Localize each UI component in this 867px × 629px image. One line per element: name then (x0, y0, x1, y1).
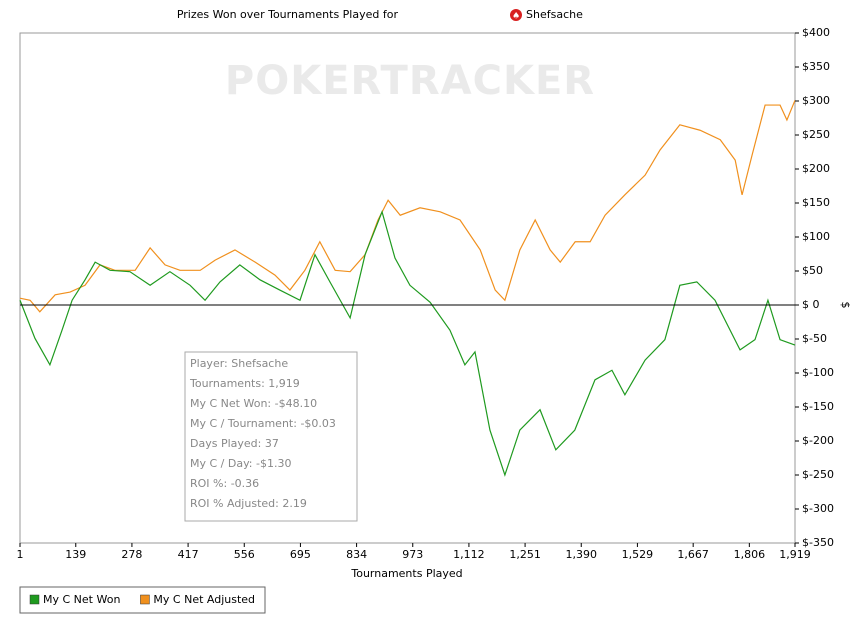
y-tick-label: $-100 (802, 366, 834, 379)
x-axis-label: Tournaments Played (350, 567, 462, 580)
spade: ♠ (512, 12, 520, 22)
y-tick-label: $400 (802, 26, 830, 39)
info-line: ROI %: -0.36 (190, 477, 259, 490)
x-tick-label: 139 (65, 548, 86, 561)
info-box (184, 351, 358, 522)
info-line: Days Played: 37 (190, 437, 279, 450)
info-line: My C / Day: -$1.30 (190, 457, 291, 470)
y-tick-label: $-250 (802, 468, 834, 481)
watermark: POKERTRACKER (225, 58, 595, 104)
x-tick-label: 695 (290, 548, 311, 561)
x-tick-label: 1 (17, 548, 24, 561)
info-line: Player: Shefsache (190, 357, 288, 370)
y-tick-label: $-50 (802, 332, 827, 345)
x-tick-label: 1,919 (779, 548, 811, 561)
y-tick-label: $250 (802, 128, 830, 141)
x-tick-label: 1,529 (622, 548, 654, 561)
chart-player: Shefsache (526, 8, 583, 21)
x-tick-label: 1,806 (734, 548, 766, 561)
x-tick-label: 1,112 (453, 548, 485, 561)
x-tick-label: 278 (121, 548, 142, 561)
y-tick-label: $-150 (802, 400, 834, 413)
x-tick-label: 1,667 (677, 548, 709, 561)
info-line: My C Net Won: -$48.10 (190, 397, 317, 410)
y-tick-label: $-350 (802, 536, 834, 549)
y-tick-label: $ 0 (802, 298, 820, 311)
series-line (19, 100, 796, 313)
chart-title: Prizes Won over Tournaments Played for (177, 8, 399, 21)
y-axis-label: $ (839, 302, 852, 309)
player-icon (510, 9, 522, 21)
y-tick-label: $50 (802, 264, 823, 277)
y-tick-label: $-200 (802, 434, 834, 447)
legend-swatch (140, 594, 150, 605)
info-line: ROI % Adjusted: 2.19 (190, 497, 307, 510)
y-tick-label: $100 (802, 230, 830, 243)
x-tick-label: 834 (346, 548, 367, 561)
plot-frame (19, 32, 796, 544)
info-line: My C / Tournament: -$0.03 (190, 417, 336, 430)
legend-label: My C Net Won (43, 593, 120, 606)
x-tick-label: 1,390 (565, 548, 597, 561)
x-tick-label: 973 (402, 548, 423, 561)
y-tick-label: $200 (802, 162, 830, 175)
y-tick-label: $300 (802, 94, 830, 107)
info-line: Tournaments: 1,919 (189, 377, 300, 390)
x-tick-label: 417 (178, 548, 199, 561)
legend-label: My C Net Adjusted (153, 593, 255, 606)
legend-swatch (29, 594, 40, 605)
y-tick-label: $150 (802, 196, 830, 209)
x-tick-label: 556 (234, 548, 255, 561)
y-tick-label: $350 (802, 60, 830, 73)
y-tick-label: $-300 (802, 502, 834, 515)
series-line (19, 209, 796, 477)
x-tick-label: 1,251 (509, 548, 541, 561)
